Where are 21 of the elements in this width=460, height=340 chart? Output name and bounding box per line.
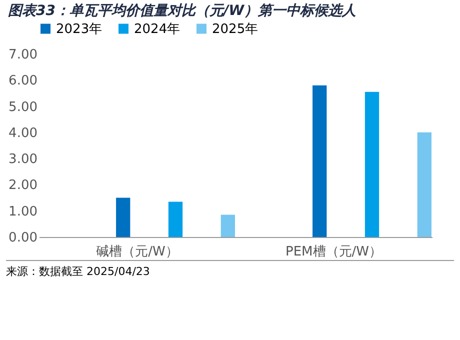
- source-note: 来源：数据截至 2025/04/23: [6, 260, 454, 279]
- y-tick-label: 1.00: [8, 204, 38, 220]
- x-tick-label: PEM槽（元/W）: [285, 244, 382, 260]
- y-tick-label: 6.00: [8, 74, 38, 89]
- legend-label: 2025年: [212, 22, 258, 37]
- y-tick-label: 0.00: [8, 230, 38, 246]
- legend-label: 2024年: [134, 22, 180, 37]
- bar: [417, 132, 432, 237]
- chart-title: 图表33：单瓦平均价值量对比（元/W）第一中标候选人: [8, 3, 356, 19]
- y-tick-label: 3.00: [8, 152, 38, 168]
- y-tick-label: 2.00: [8, 178, 38, 194]
- bar: [168, 202, 183, 237]
- y-tick-label: 5.00: [8, 100, 38, 115]
- bar: [364, 92, 380, 237]
- bar: [116, 198, 130, 237]
- legend-label: 2023年: [56, 22, 102, 37]
- y-tick-label: 7.00: [8, 48, 38, 62]
- bar: [220, 214, 235, 237]
- x-tick-label: 碱槽（元/W）: [96, 244, 178, 260]
- bar: [312, 85, 327, 237]
- y-tick-label: 4.00: [8, 126, 38, 141]
